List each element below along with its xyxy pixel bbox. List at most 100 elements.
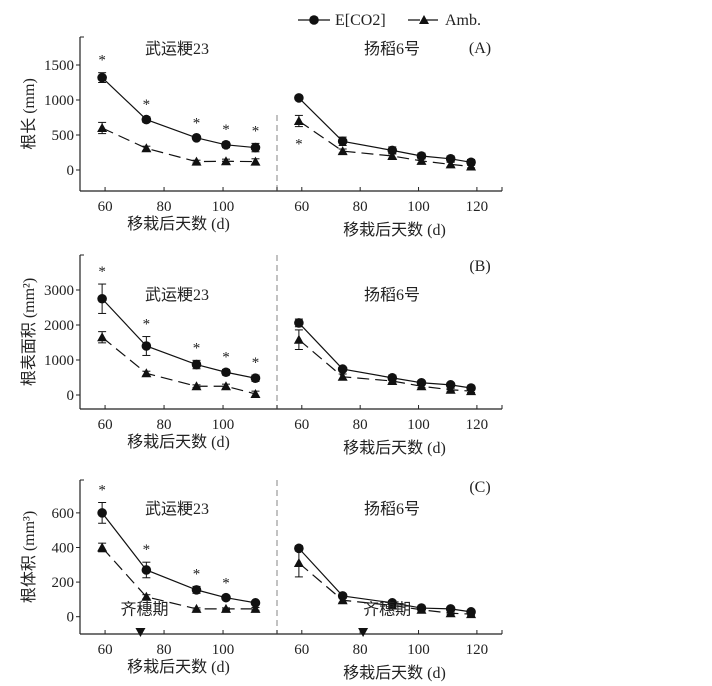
x-tick-label: 100 <box>407 417 430 433</box>
x-tick-label: 120 <box>466 199 489 215</box>
x-tick-label: 60 <box>294 642 309 658</box>
significance-star: * <box>252 355 260 371</box>
series-line <box>298 339 472 392</box>
significance-star: * <box>193 116 201 132</box>
data-point <box>387 151 398 160</box>
data-point <box>466 609 477 619</box>
significance-star: * <box>193 566 201 582</box>
group-title: 武运粳23 <box>145 40 209 58</box>
series-eco2 <box>97 501 261 608</box>
data-point <box>416 381 427 391</box>
data-point <box>220 603 231 613</box>
group-title: 武运粳23 <box>145 286 209 304</box>
panel-label: (C) <box>469 479 490 496</box>
y-tick-label: 0 <box>67 163 75 179</box>
x-axis-title: 移栽后天数 (d) <box>343 439 446 457</box>
heading-stage-marker <box>358 628 369 637</box>
data-point <box>220 156 231 166</box>
data-point <box>97 293 107 304</box>
panel-label: (A) <box>469 40 491 57</box>
data-point <box>416 155 427 165</box>
group-right: 60 80 100 120 移栽后天数 (d) 扬稻6号 * <box>293 40 503 239</box>
legend-marker-triangle <box>419 15 429 24</box>
series-line <box>101 512 256 604</box>
significance-star: * <box>252 123 260 139</box>
data-point <box>250 388 261 398</box>
series-line <box>101 127 256 163</box>
data-point <box>294 543 304 554</box>
data-point <box>337 371 348 381</box>
data-point <box>293 116 304 125</box>
y-tick-label: 600 <box>52 506 75 522</box>
data-point <box>294 93 304 103</box>
series-line <box>298 97 472 163</box>
x-tick-label: 100 <box>407 642 430 658</box>
series-amb <box>97 331 261 398</box>
x-axis-title: 移栽后天数 (d) <box>127 433 230 451</box>
series-line <box>298 562 472 615</box>
x-tick-label: 60 <box>98 642 113 658</box>
data-point <box>97 542 108 552</box>
legend-item-eco2: E[CO2] <box>298 12 386 29</box>
data-point <box>250 156 261 166</box>
x-axis-title: 移栽后天数 (d) <box>127 215 230 233</box>
x-tick-label: 80 <box>157 642 172 658</box>
data-point <box>221 367 231 378</box>
series-line <box>298 322 472 389</box>
series-line <box>101 547 256 610</box>
legend-label-amb: Amb. <box>445 12 481 29</box>
x-tick-label: 100 <box>212 642 235 658</box>
x-tick-label: 80 <box>353 417 368 433</box>
significance-star: * <box>143 542 151 558</box>
series-amb <box>97 121 261 166</box>
x-tick-label: 100 <box>212 417 235 433</box>
data-point <box>387 376 398 385</box>
x-tick-label: 80 <box>157 199 172 215</box>
data-point <box>387 145 398 156</box>
legend-item-amb: Amb. <box>408 12 481 29</box>
series-line <box>101 298 256 379</box>
y-axis-title: 根体积 (mm³) <box>20 511 38 603</box>
data-point <box>466 161 477 171</box>
significance-star: * <box>143 317 151 333</box>
series-eco2 <box>294 93 476 168</box>
data-point <box>97 123 108 132</box>
data-point <box>250 142 261 153</box>
data-point <box>416 604 427 614</box>
significance-star: * <box>143 97 151 113</box>
data-point <box>141 114 152 125</box>
x-tick-label: 60 <box>294 199 309 215</box>
y-tick-label: 500 <box>52 128 75 144</box>
x-axis-title: 移栽后天数 (d) <box>127 658 230 676</box>
data-point <box>221 140 231 150</box>
data-point <box>191 603 202 613</box>
data-point <box>191 585 202 595</box>
y-tick-label: 1000 <box>44 93 74 109</box>
data-point <box>97 508 107 518</box>
x-tick-label: 100 <box>407 199 430 215</box>
significance-star: * <box>295 137 303 153</box>
x-tick-label: 60 <box>98 199 113 215</box>
series-line <box>101 336 256 395</box>
significance-star: * <box>193 340 201 356</box>
data-point <box>445 608 456 618</box>
panel-label: (B) <box>469 258 490 275</box>
data-point <box>337 595 348 605</box>
data-point <box>293 558 304 568</box>
significance-star: * <box>98 264 106 280</box>
series-amb <box>293 329 477 396</box>
heading-stage-label: 齐穗期 <box>363 601 411 619</box>
series-eco2 <box>97 283 261 384</box>
data-point <box>191 156 202 166</box>
data-point <box>337 136 348 147</box>
significance-star: * <box>98 482 106 498</box>
series-line <box>298 120 472 168</box>
data-point <box>97 332 108 342</box>
series-amb <box>293 548 477 619</box>
group-title: 武运粳23 <box>145 500 209 518</box>
x-tick-label: 120 <box>466 642 489 658</box>
